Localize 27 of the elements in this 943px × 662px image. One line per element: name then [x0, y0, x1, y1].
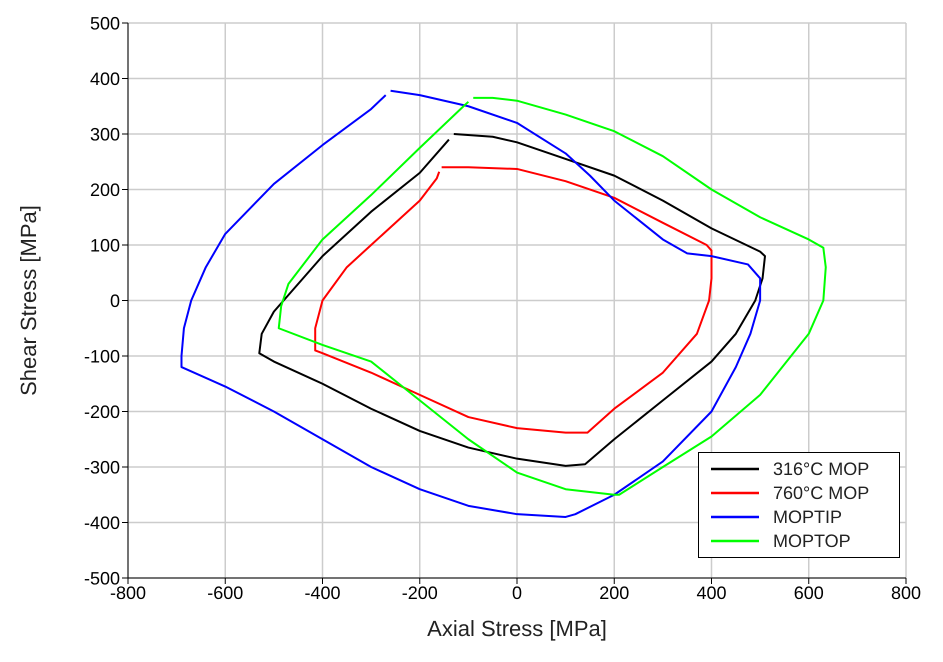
x-tick-label: 0: [512, 582, 522, 603]
y-tick-label: 500: [90, 13, 120, 34]
y-tick-label: -400: [84, 512, 120, 533]
legend-label: MOPTIP: [773, 506, 842, 528]
legend-label: 760°C MOP: [773, 482, 870, 504]
y-axis-title: Shear Stress [MPa]: [16, 205, 41, 396]
y-tick-label: 100: [90, 235, 120, 256]
x-tick-label: -600: [207, 582, 244, 603]
x-axis-title: Axial Stress [MPa]: [427, 616, 607, 641]
y-tick-label: 0: [110, 290, 120, 311]
x-tick-label: 400: [696, 582, 727, 603]
x-tick-label: 600: [794, 582, 824, 603]
line-series: [314, 166, 712, 434]
y-tick-label: 300: [90, 124, 120, 144]
x-tick-label: 800: [890, 582, 922, 603]
legend-label: MOPTOP: [773, 530, 851, 552]
x-tick-label: -200: [402, 582, 438, 603]
y-tick-label: 200: [90, 180, 120, 200]
x-tick-label: -400: [304, 582, 341, 603]
y-tick-label: -100: [84, 346, 120, 366]
legend-label: 316°C MOP: [773, 458, 870, 480]
line-series: [258, 133, 766, 467]
y-tick-label: -300: [84, 457, 120, 478]
y-tick-label: -200: [84, 402, 120, 422]
x-tick-label: 200: [599, 582, 630, 603]
y-tick-label: 400: [90, 68, 120, 89]
line-series: [180, 90, 762, 518]
